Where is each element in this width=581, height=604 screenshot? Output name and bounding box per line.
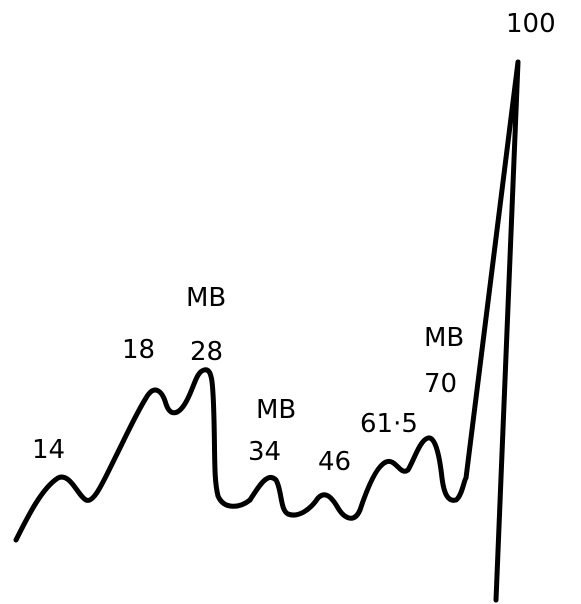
label-14: 14	[32, 435, 65, 465]
label-70: 70	[424, 369, 457, 399]
label-34-tag: MB	[256, 395, 296, 425]
label-61-5: 61·5	[360, 409, 418, 439]
spectrum-trace	[13, 59, 521, 603]
label-18: 18	[122, 335, 155, 365]
label-34: 34	[248, 437, 281, 467]
label-28-tag: MB	[186, 283, 226, 313]
label-100: 100	[506, 9, 556, 39]
label-46: 46	[318, 447, 351, 477]
label-28: 28	[190, 337, 223, 367]
label-70-tag: MB	[424, 323, 464, 353]
